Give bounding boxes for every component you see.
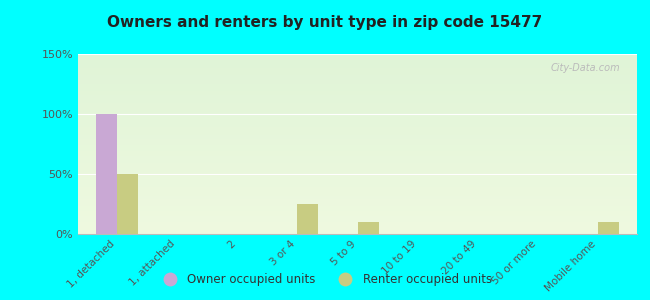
Bar [598, 222, 619, 234]
Bar [117, 174, 138, 234]
Text: City-Data.com: City-Data.com [551, 63, 620, 73]
Text: Owners and renters by unit type in zip code 15477: Owners and renters by unit type in zip c… [107, 15, 543, 30]
Legend: Owner occupied units, Renter occupied units: Owner occupied units, Renter occupied un… [153, 269, 497, 291]
Bar [358, 222, 378, 234]
Bar [298, 204, 318, 234]
Bar [96, 114, 117, 234]
